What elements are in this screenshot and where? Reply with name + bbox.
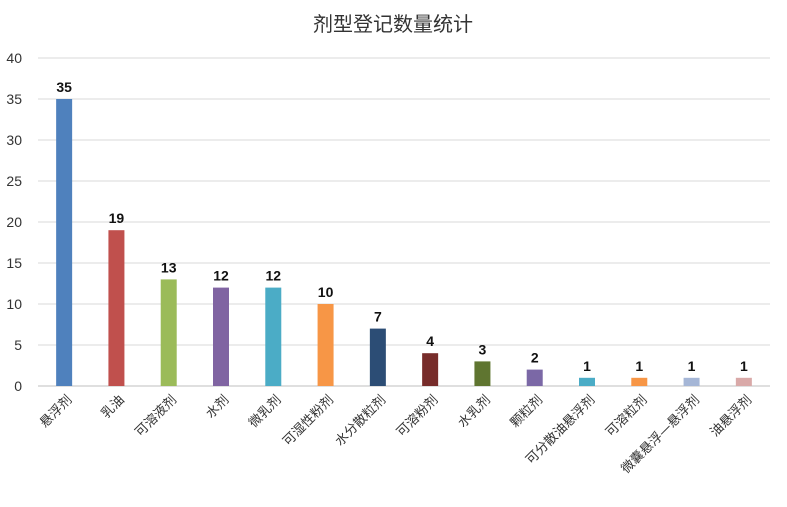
- bar-1: [108, 230, 125, 386]
- x-tick-label: 悬浮剂: [37, 393, 75, 431]
- data-labels: 35 19 13 12 12 10 7 4 3 2 1 1 1 1: [56, 79, 748, 374]
- data-label: 3: [479, 341, 487, 357]
- y-tick-label: 15: [6, 255, 22, 271]
- x-tick-label: 水分散粒剂: [333, 393, 390, 450]
- x-tick-label: 颗粒剂: [508, 393, 546, 431]
- x-tick-label: 油悬浮剂: [708, 393, 755, 440]
- x-tick-label: 微乳剂: [246, 393, 284, 431]
- x-tick-label: 可溶液剂: [133, 393, 180, 440]
- y-axis-ticks: 0 5 10 15 20 25 30 35 40: [6, 50, 22, 394]
- y-tick-label: 25: [6, 173, 22, 189]
- bar-2: [160, 279, 177, 386]
- x-tick-label: 可溶粒剂: [603, 393, 650, 440]
- y-tick-label: 5: [14, 337, 22, 353]
- bar-5: [317, 304, 334, 386]
- bar-3: [213, 287, 229, 386]
- y-tick-label: 30: [6, 132, 22, 148]
- bar-7: [422, 353, 439, 386]
- data-label: 10: [318, 284, 334, 300]
- data-label: 2: [531, 350, 539, 366]
- data-label: 1: [583, 358, 591, 374]
- bar-4: [265, 287, 282, 386]
- x-tick-label: 可溶粉剂: [394, 393, 441, 440]
- x-tick-label: 水剂: [203, 393, 232, 422]
- x-tick-label: 水乳剂: [456, 393, 494, 431]
- data-label: 1: [740, 358, 748, 374]
- bar-10: [579, 377, 595, 386]
- y-tick-label: 20: [6, 214, 22, 230]
- x-tick-label: 可湿性粉剂: [280, 393, 337, 450]
- y-tick-label: 0: [14, 378, 22, 394]
- data-label: 1: [635, 358, 643, 374]
- data-label: 35: [56, 79, 72, 95]
- bar-6: [369, 328, 386, 386]
- bar-8: [474, 361, 491, 386]
- data-label: 12: [265, 268, 281, 284]
- y-tick-label: 10: [6, 296, 22, 312]
- bar-9: [526, 369, 543, 386]
- bar-0: [56, 99, 73, 386]
- data-label: 7: [374, 309, 382, 325]
- data-label: 4: [426, 333, 434, 349]
- x-tick-label: 乳油: [99, 393, 128, 422]
- y-tick-label: 35: [6, 91, 22, 107]
- bar-11: [631, 377, 648, 386]
- y-tick-label: 40: [6, 50, 22, 66]
- bar-12: [683, 377, 700, 386]
- bar-13: [735, 377, 752, 386]
- data-label: 1: [688, 358, 696, 374]
- data-label: 13: [161, 259, 177, 275]
- chart-title: 剂型登记数量统计: [313, 12, 473, 36]
- gridlines: [38, 57, 770, 346]
- data-label: 12: [213, 268, 229, 284]
- data-label: 19: [109, 210, 125, 226]
- bars: [56, 99, 752, 386]
